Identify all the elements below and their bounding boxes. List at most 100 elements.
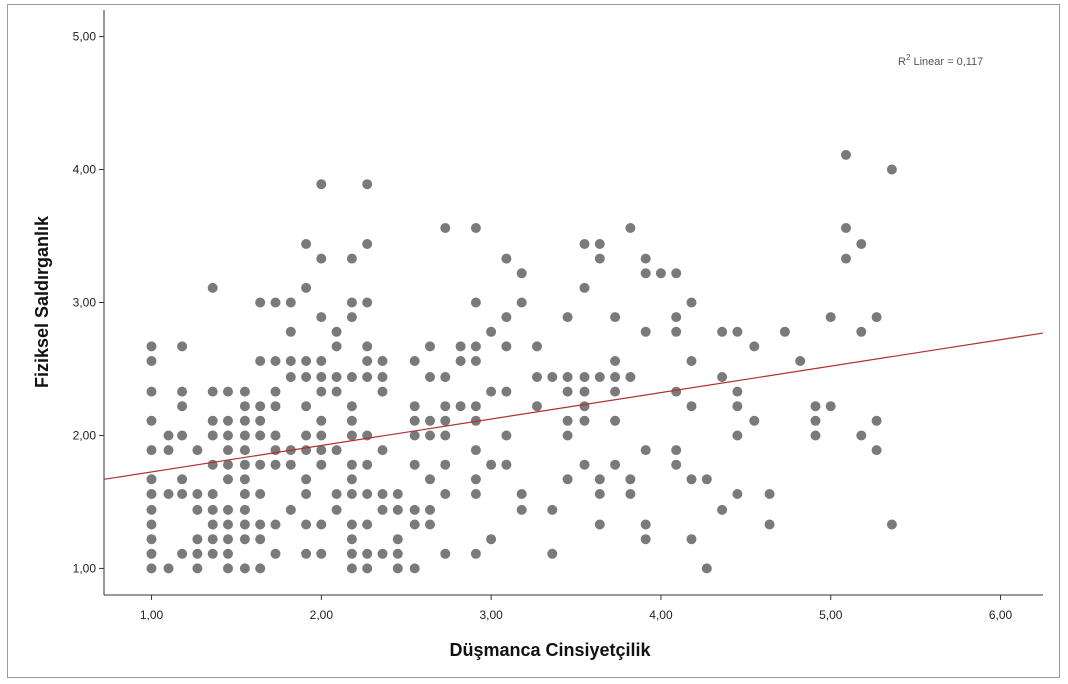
data-point	[470, 445, 481, 456]
data-point	[579, 459, 590, 470]
data-point	[177, 548, 188, 559]
data-point	[316, 253, 327, 264]
data-point	[316, 356, 327, 366]
data-point	[192, 445, 203, 456]
data-point	[625, 474, 636, 485]
data-point	[610, 386, 621, 397]
data-point	[362, 519, 373, 530]
data-point	[610, 459, 621, 470]
data-point	[239, 474, 250, 485]
data-point	[425, 504, 435, 515]
data-point	[486, 459, 497, 470]
data-point	[223, 548, 233, 559]
data-point	[270, 430, 281, 441]
data-point	[856, 430, 867, 441]
data-point	[362, 179, 373, 190]
data-point	[547, 548, 558, 559]
data-point	[377, 548, 388, 559]
data-point	[501, 430, 512, 441]
data-point	[841, 223, 851, 233]
data-point	[331, 341, 342, 352]
data-point	[732, 401, 743, 412]
data-point	[701, 563, 712, 574]
chart-frame: 1,00 2,00 3,00 4,00 5,00 6,00 1,00 2,00 3,00 4,0…	[7, 4, 1060, 678]
data-point	[810, 430, 821, 441]
data-point	[346, 297, 357, 308]
data-point	[255, 356, 266, 366]
x-tick-label: 2,00	[310, 608, 334, 622]
data-point	[594, 519, 605, 530]
data-point	[686, 297, 697, 308]
data-point	[610, 415, 621, 426]
data-point	[316, 312, 327, 323]
data-point	[192, 534, 203, 545]
data-point	[316, 179, 327, 190]
data-point	[425, 474, 435, 485]
data-point	[749, 415, 760, 426]
data-point	[316, 445, 327, 456]
data-point	[841, 149, 851, 160]
data-point	[331, 326, 342, 337]
data-point	[316, 519, 327, 530]
data-point	[239, 430, 250, 441]
data-point	[223, 386, 233, 397]
data-point	[425, 415, 435, 426]
data-point	[285, 356, 296, 366]
data-point	[501, 253, 512, 264]
data-point	[177, 386, 188, 397]
data-point	[223, 474, 233, 485]
data-point	[470, 297, 481, 308]
data-point	[207, 548, 218, 559]
data-point	[455, 401, 466, 412]
data-point	[192, 489, 203, 499]
data-point	[440, 430, 451, 441]
data-point	[146, 548, 157, 559]
data-point	[270, 548, 281, 559]
data-point	[285, 504, 296, 515]
data-point	[346, 534, 357, 545]
data-point	[316, 459, 327, 470]
y-tick-label: 2,00	[73, 428, 97, 442]
data-point	[255, 415, 266, 426]
data-point	[362, 563, 373, 574]
data-point	[301, 372, 312, 382]
data-point	[594, 253, 605, 264]
data-point	[686, 534, 697, 545]
data-point	[301, 519, 312, 530]
data-point	[207, 459, 218, 470]
data-point	[146, 519, 157, 530]
data-point	[377, 445, 388, 456]
data-point	[562, 312, 573, 323]
data-point	[346, 548, 357, 559]
data-point	[810, 415, 821, 426]
data-point	[255, 563, 266, 574]
data-point	[346, 430, 357, 441]
data-point	[239, 415, 250, 426]
data-point	[717, 504, 728, 515]
data-point	[207, 415, 218, 426]
data-point	[377, 504, 388, 515]
data-point	[163, 430, 174, 441]
y-tick-label: 4,00	[73, 163, 97, 177]
data-point	[301, 474, 312, 485]
data-point	[764, 519, 775, 530]
data-point	[640, 326, 651, 337]
y-axis-title: Fiziksel Saldırganlık	[32, 215, 52, 388]
data-point	[331, 504, 342, 515]
data-point	[207, 386, 218, 397]
data-point	[841, 253, 851, 264]
data-point	[239, 534, 250, 545]
data-point	[562, 474, 573, 485]
data-point	[610, 372, 621, 382]
data-point	[331, 445, 342, 456]
data-point	[409, 563, 420, 574]
data-point	[177, 401, 188, 412]
data-point	[594, 239, 605, 249]
x-axis-title: Düşmanca Cinsiyetçilik	[449, 640, 651, 660]
data-point	[362, 372, 373, 382]
data-point	[223, 445, 233, 456]
data-point	[207, 430, 218, 441]
data-point	[871, 312, 882, 323]
data-point	[146, 341, 157, 352]
data-point	[223, 519, 233, 530]
